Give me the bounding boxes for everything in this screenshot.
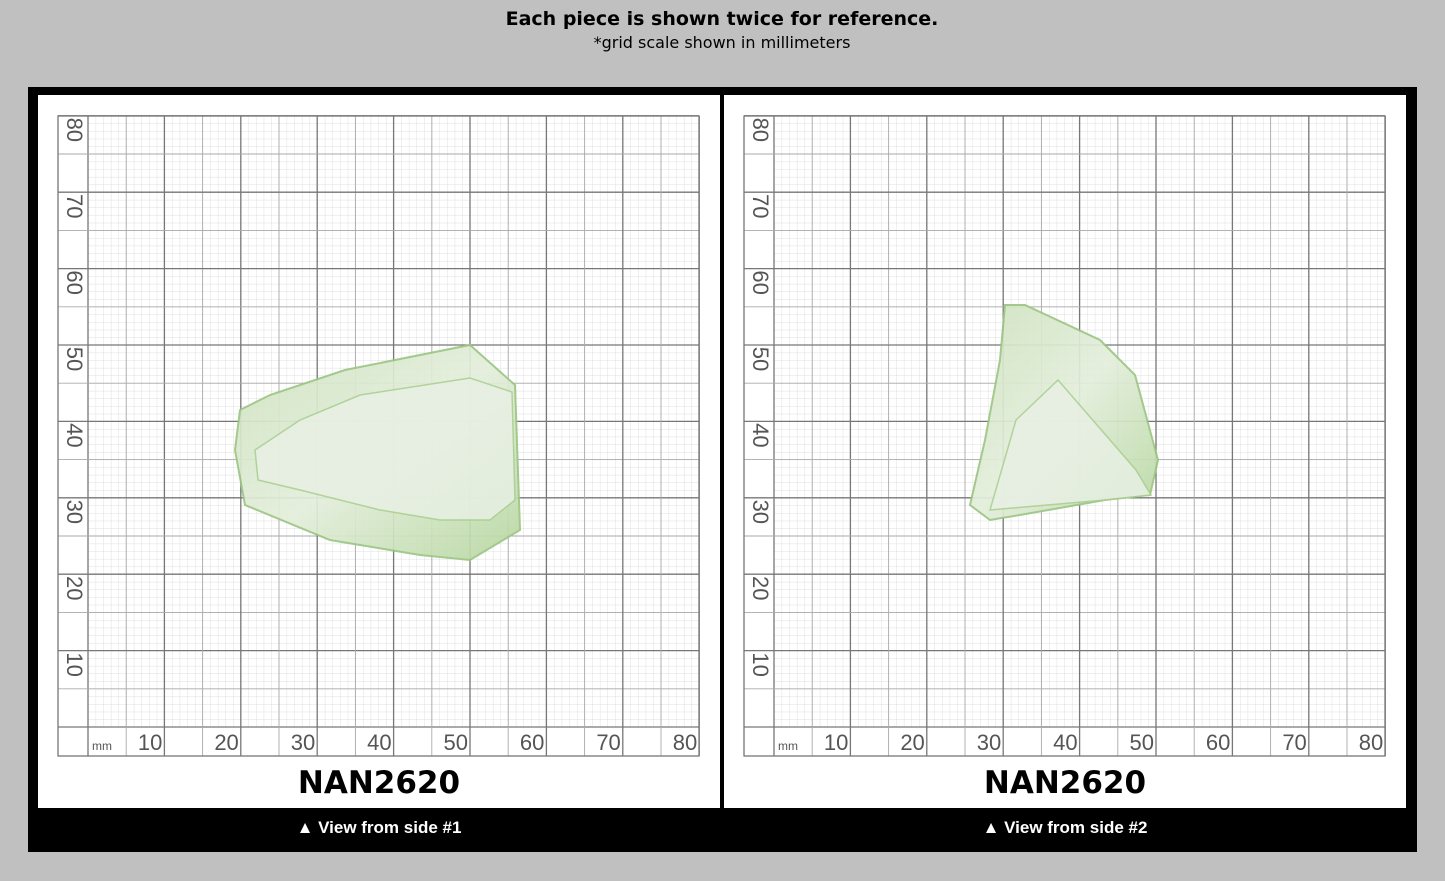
caption: ▲ View from side #2 (983, 818, 1148, 837)
grid-border (743, 115, 1386, 757)
y-scale-label: 70 (748, 194, 773, 218)
gem-facet (254, 377, 516, 521)
x-scale-label: 50 (444, 730, 468, 755)
y-scale-label: 60 (62, 270, 87, 294)
gem-facet (988, 378, 1153, 511)
caption: ▲ View from side #1 (297, 818, 462, 837)
unit-label: mm (92, 739, 112, 753)
x-scale-label: 50 (1130, 730, 1154, 755)
x-scale-label: 20 (900, 730, 924, 755)
y-scale-label: 80 (62, 118, 87, 142)
y-scale-label: 60 (748, 270, 773, 294)
y-scale-label: 40 (748, 423, 773, 447)
y-scale-label: 20 (62, 576, 87, 600)
y-scale-label: 50 (62, 347, 87, 371)
x-scale-label: 30 (291, 730, 315, 755)
x-scale-label: 10 (824, 730, 848, 755)
panel: mm 10 20 30 40 50 60 70 80 10 20 30 40 50 60 70 80 NAN262… (724, 95, 1406, 837)
title: Each piece is shown twice for reference. (506, 8, 939, 30)
y-scale-label: 20 (748, 576, 773, 600)
x-scale-label: 70 (1282, 730, 1306, 755)
piece-label: NAN2620 (298, 765, 460, 801)
x-scale-label: 30 (977, 730, 1001, 755)
grid-border (57, 115, 700, 757)
y-scale-label: 40 (62, 423, 87, 447)
x-scale-label: 40 (1053, 730, 1077, 755)
y-scale-label: 30 (62, 500, 87, 524)
piece-label: NAN2620 (984, 765, 1146, 801)
x-scale-label: 80 (1359, 730, 1383, 755)
x-scale-label: 60 (520, 730, 544, 755)
y-scale-label: 10 (748, 652, 773, 676)
panel: mm 10 20 30 40 50 60 70 80 10 20 30 40 50 60 70 80 NAN262… (38, 95, 720, 837)
x-scale-label: 10 (138, 730, 162, 755)
x-scale-label: 80 (673, 730, 697, 755)
y-scale-label: 10 (62, 652, 87, 676)
x-scale-label: 70 (596, 730, 620, 755)
x-scale-label: 60 (1206, 730, 1230, 755)
x-scale-label: 20 (214, 730, 238, 755)
subtitle: *grid scale shown in millimeters (594, 33, 851, 52)
y-scale-label: 50 (748, 347, 773, 371)
y-scale-label: 80 (748, 118, 773, 142)
unit-label: mm (778, 739, 798, 753)
y-scale-label: 30 (748, 500, 773, 524)
x-scale-label: 40 (367, 730, 391, 755)
y-scale-label: 70 (62, 194, 87, 218)
